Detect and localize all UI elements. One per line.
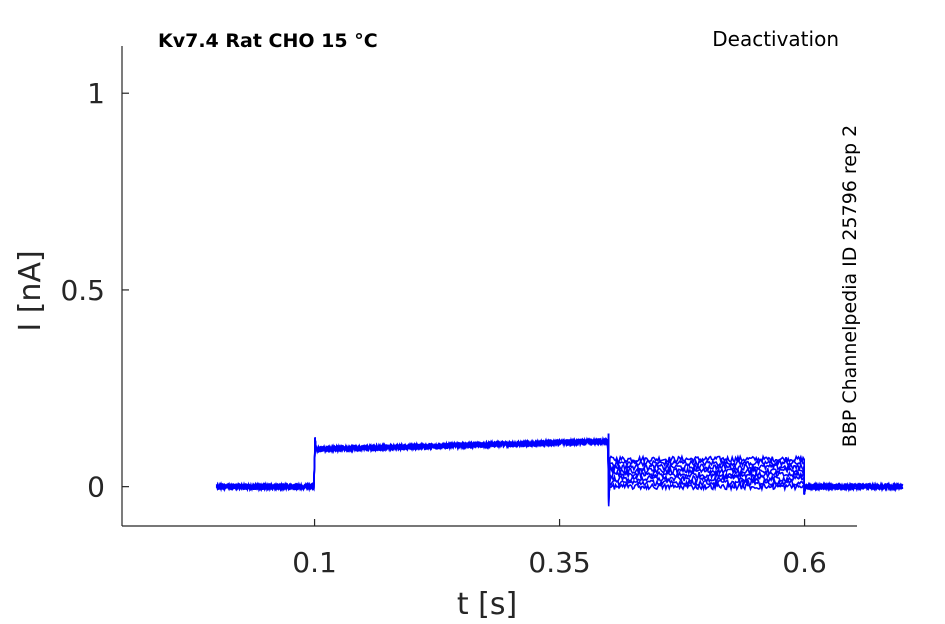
x-axis-label: t [s] <box>457 587 517 622</box>
y-ticks: 00.51 <box>60 77 129 504</box>
plot-traces <box>215 433 904 507</box>
current-trace <box>215 433 903 496</box>
source-label: BBP Channelpedia ID 25796 rep 2 <box>839 125 861 447</box>
y-tick-label: 1 <box>87 77 105 110</box>
x-tick-label: 0.1 <box>292 546 337 579</box>
x-ticks: 0.1 0.35 0.6 <box>292 519 827 579</box>
x-tick-label: 0.35 <box>528 546 590 579</box>
protocol-label: Deactivation <box>712 27 839 51</box>
chart-title: Kv7.4 Rat CHO 15 °C <box>158 30 378 52</box>
y-tick-label: 0.5 <box>60 274 105 307</box>
y-tick-label: 0 <box>87 471 105 504</box>
y-axis-label: I [nA] <box>13 250 48 331</box>
x-tick-label: 0.6 <box>782 546 827 579</box>
